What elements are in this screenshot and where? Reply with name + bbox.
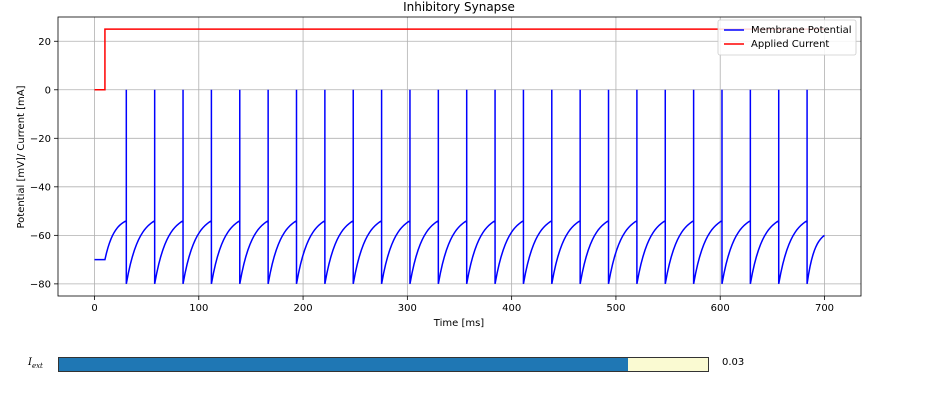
legend: Membrane Potential Applied Current [717,19,857,56]
plot-area-background [58,17,861,296]
slider-label: Iext [28,357,43,370]
y-axis-title: Potential [mV]/ Current [mA] [16,85,27,228]
chart-title: Inhibitory Synapse [403,0,515,14]
x-tick-label: 0 [91,303,97,314]
chart: 0 100 200 300 400 500 600 700 −80 −60 −40 −20 0 20 I… [16,0,862,329]
series-applied-current-line [94,28,825,91]
slider-label-sub: ext [31,362,43,370]
iext-slider: Iext 0.03 [0,350,936,380]
x-tick-label: 500 [606,303,625,314]
y-tick-label: 20 [38,37,51,48]
y-axis: −80 −60 −40 −20 0 20 [30,37,58,290]
legend-label-current: Applied Current [751,39,829,50]
y-tick-label: −20 [30,134,51,145]
x-tick-label: 400 [502,303,521,314]
y-tick-label: −80 [30,279,51,290]
x-tick-label: 100 [189,303,208,314]
legend-label-membrane: Membrane Potential [751,25,852,36]
slider-value: 0.03 [722,357,745,368]
x-tick-label: 300 [398,303,417,314]
slider-remaining[interactable] [628,358,708,371]
x-axis: 0 100 200 300 400 500 600 700 [91,296,834,314]
series-layer [94,28,825,285]
slider-label-main: I [28,357,32,368]
series-membrane-potential-line [94,89,825,285]
slider-fill[interactable] [59,358,630,371]
legend-box [717,19,857,56]
x-tick-label: 700 [815,303,834,314]
x-axis-title: Time [ms] [433,318,485,329]
x-tick-label: 600 [711,303,730,314]
x-tick-label: 200 [294,303,313,314]
y-tick-label: 0 [45,85,51,96]
y-tick-label: −60 [30,231,51,242]
y-tick-label: −40 [30,182,51,193]
plot-frame [57,16,862,297]
slider-track[interactable] [58,357,709,372]
